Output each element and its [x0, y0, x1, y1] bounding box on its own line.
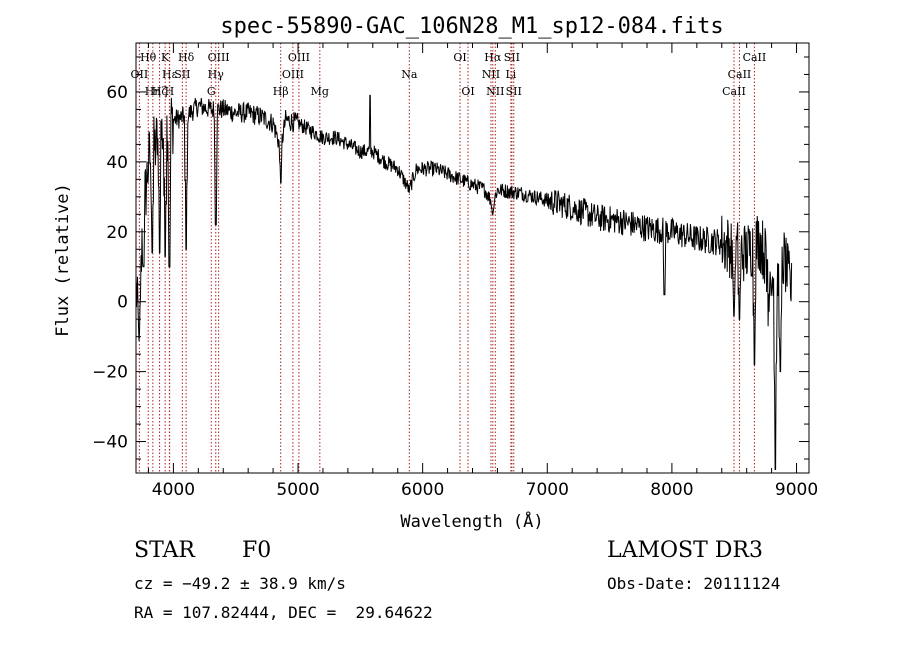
- x-tick-label: 4000: [152, 480, 195, 500]
- line-marker-label: OIII: [208, 51, 230, 64]
- line-marker-label: G: [207, 85, 216, 98]
- spectrum-layer: [135, 94, 793, 470]
- line-marker-label: SII: [174, 68, 190, 81]
- line-marker-label: Na: [401, 68, 418, 81]
- y-axis-label: Flux (relative): [53, 183, 73, 337]
- line-marker-label: CaII: [728, 68, 752, 81]
- line-marker-label: Mg: [311, 85, 329, 98]
- line-marker-label: Hδ: [178, 51, 195, 64]
- x-tick-label: 8000: [650, 480, 693, 500]
- line-marker-label: OI: [453, 51, 466, 64]
- line-marker-label: OIII: [288, 51, 310, 64]
- line-marker-label: CaII: [743, 51, 767, 64]
- survey-name: LAMOST DR3: [607, 538, 763, 563]
- line-marker-label: Hζ: [152, 85, 168, 98]
- line-marker-label: SII: [506, 85, 522, 98]
- object-subclass: F0: [242, 538, 272, 563]
- line-marker-label: H: [165, 85, 175, 98]
- plot-frame: [135, 42, 810, 474]
- x-tick-label: 5000: [276, 480, 319, 500]
- redshift-text: cz = −49.2 ± 38.9 km/s: [134, 574, 346, 593]
- y-tick-label: 20: [106, 223, 128, 243]
- x-tick-label: 6000: [401, 480, 444, 500]
- y-tick-label: 60: [106, 83, 128, 103]
- line-marker-label: Hα: [484, 51, 502, 64]
- line-marker-label: K: [161, 51, 170, 64]
- x-ticks: 4000 5000 6000 7000 8000 9000: [147, 43, 818, 500]
- line-marker-label: NII: [482, 68, 500, 81]
- line-marker-label: NII: [486, 85, 504, 98]
- line-marker-label: CaII: [722, 85, 746, 98]
- chart-title: spec-55890-GAC_106N28_M1_sp12-084.fits: [220, 14, 723, 39]
- coordinates-text: RA = 107.82444, DEC = 29.64622: [134, 603, 433, 622]
- line-marker-label: Hθ: [140, 51, 157, 64]
- line-marker-label: OI: [461, 85, 474, 98]
- line-marker-label: Hη: [145, 85, 161, 98]
- line-marker-label: Li: [505, 68, 516, 81]
- y-tick-label: 40: [106, 153, 128, 173]
- x-tick-label: 9000: [775, 480, 818, 500]
- spectrum-line: [135, 94, 793, 470]
- line-marker-label: Hγ: [208, 68, 225, 81]
- line-marker-label: SII: [504, 51, 520, 64]
- object-class: STAR: [134, 538, 195, 563]
- x-axis-label: Wavelength (Å): [400, 510, 543, 532]
- y-tick-label: 0: [117, 293, 128, 313]
- y-ticks: −40 −20 0 20 40 60: [92, 56, 809, 460]
- obs-date-text: Obs-Date: 20111124: [607, 574, 781, 593]
- line-marker-label: OIII: [282, 68, 304, 81]
- x-tick-label: 7000: [526, 480, 569, 500]
- y-tick-label: −20: [92, 363, 128, 383]
- y-tick-label: −40: [92, 433, 128, 453]
- line-marker-label: Hβ: [273, 85, 289, 98]
